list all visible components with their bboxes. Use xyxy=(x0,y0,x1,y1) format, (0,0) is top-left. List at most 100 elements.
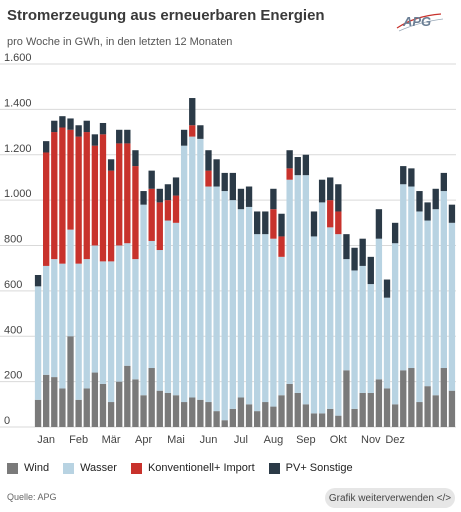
bar-segment-import xyxy=(189,125,196,137)
bar-segment-pv xyxy=(359,238,366,266)
source-note: Quelle: APG xyxy=(7,492,57,502)
bar-segment-wind xyxy=(107,402,115,427)
bar-segment-import xyxy=(205,170,212,187)
bar-segment-wasser xyxy=(343,259,350,371)
bar-segment-wind xyxy=(51,377,58,427)
bar-segment-pv xyxy=(99,122,107,135)
bar-segment-pv xyxy=(245,186,253,207)
x-tick-label: Mär xyxy=(102,434,121,446)
bar-segment-wasser xyxy=(262,234,269,403)
bar-segment-wasser xyxy=(335,234,342,416)
bar-segment-pv xyxy=(424,202,431,221)
bar-segment-wind xyxy=(237,397,245,427)
legend-item-wind[interactable]: Wind xyxy=(7,462,49,474)
x-tick-label: Jul xyxy=(234,434,248,446)
bar-segment-wind xyxy=(335,415,342,427)
bar-segment-pv xyxy=(124,129,131,144)
bar-segment-wasser xyxy=(327,227,334,409)
bar-segment-import xyxy=(67,129,74,230)
bar-segment-wasser xyxy=(189,136,196,398)
chart-title: Stromerzeugung aus erneuerbaren Energien xyxy=(7,7,325,24)
bar-segment-wasser xyxy=(367,284,374,393)
bar-segment-pv xyxy=(351,247,358,271)
bar-segment-wasser xyxy=(213,186,220,412)
x-tick-label: Aug xyxy=(264,434,284,446)
bar-segment-import xyxy=(164,200,172,221)
bar-segment-import xyxy=(83,132,90,260)
legend-item-pv[interactable]: PV+ Sonstige xyxy=(268,462,353,474)
y-tick-label: 1.000 xyxy=(4,188,32,200)
bar-segment-wasser xyxy=(391,243,399,405)
bar-segment-wasser xyxy=(440,191,447,369)
bar-segment-import xyxy=(286,168,293,180)
bar-segment-wasser xyxy=(237,209,245,398)
bar-segment-wasser xyxy=(43,265,50,375)
bar-segment-pv xyxy=(318,179,326,203)
bar-segment-import xyxy=(156,202,163,251)
bar-segment-wind xyxy=(327,408,334,427)
bar-segment-wind xyxy=(34,399,42,427)
bar-segment-pv xyxy=(286,150,293,169)
y-tick-label: 800 xyxy=(4,234,22,246)
bar-segment-wind xyxy=(262,402,269,427)
bar-segment-wasser xyxy=(383,297,391,389)
bar-segment-pv xyxy=(107,159,115,171)
bar-segment-import xyxy=(75,136,82,264)
bar-segment-pv xyxy=(91,134,99,146)
bar-segment-wind xyxy=(302,404,310,427)
bar-segment-pv xyxy=(400,166,407,185)
bar-segment-wind xyxy=(351,408,358,427)
bar-segment-wasser xyxy=(375,238,383,380)
x-tick-label: Nov xyxy=(361,434,381,446)
y-tick-label: 0 xyxy=(4,415,10,427)
x-tick-label: Jan xyxy=(37,434,55,446)
bar-segment-wasser xyxy=(107,261,115,403)
reuse-graphic-button[interactable]: Grafik weiterverwenden </> xyxy=(325,488,455,508)
bar-segment-wasser xyxy=(67,229,74,337)
bar-segment-import xyxy=(335,211,342,235)
bar-segment-wasser xyxy=(270,238,277,407)
bar-segment-pv xyxy=(164,184,172,201)
bar-segment-wasser xyxy=(91,245,99,373)
bar-segment-import xyxy=(116,143,123,246)
bar-segment-pv xyxy=(51,120,58,133)
bar-segment-wasser xyxy=(148,240,155,369)
bar-segment-pv xyxy=(116,129,123,144)
bar-segment-pv xyxy=(189,98,196,126)
apg-logo: APG xyxy=(395,10,445,34)
legend-label-pv: PV+ Sonstige xyxy=(285,462,353,474)
bar-segment-wind xyxy=(400,370,407,427)
bar-segment-wasser xyxy=(245,206,253,405)
legend-item-import[interactable]: Konventionell+ Import xyxy=(130,462,255,474)
bar-segment-pv xyxy=(213,159,220,187)
bar-segment-wind xyxy=(124,365,131,427)
bar-segment-wasser xyxy=(156,250,163,391)
legend-label-import: Konventionell+ Import xyxy=(147,462,255,474)
y-tick-label: 200 xyxy=(4,370,22,382)
bar-segment-pv xyxy=(327,177,334,201)
legend-item-wasser[interactable]: Wasser xyxy=(63,462,117,474)
bar-segment-wind xyxy=(164,392,172,427)
legend-swatch-wasser xyxy=(63,462,75,474)
bar-segment-pv xyxy=(408,168,415,187)
bar-segment-wind xyxy=(245,404,253,427)
bar-segment-pv xyxy=(294,157,301,176)
bar-segment-wind xyxy=(99,383,107,427)
bar-segment-pv xyxy=(172,177,180,196)
bar-segment-wind xyxy=(229,408,236,427)
bar-segment-wasser xyxy=(400,184,407,371)
bar-segment-wasser xyxy=(164,220,172,393)
stacked-bar-chart: 0 200 400 600 800 1.000 1.200 1.400 1.600 Jan Feb M… xyxy=(0,52,456,446)
bar-segment-wasser xyxy=(294,175,301,393)
bar-segment-pv xyxy=(59,116,66,128)
bar-segment-import xyxy=(107,170,115,262)
bar-segment-pv xyxy=(140,191,147,205)
y-tick-label: 1.200 xyxy=(4,143,32,155)
bar-segment-wasser xyxy=(132,259,139,380)
bar-segment-wind xyxy=(83,388,90,427)
bar-segment-wasser xyxy=(124,243,131,366)
bar-segment-wind xyxy=(416,402,423,427)
bar-segment-wind xyxy=(343,370,350,427)
bar-segment-wind xyxy=(424,386,431,427)
bar-segment-pv xyxy=(132,150,139,167)
